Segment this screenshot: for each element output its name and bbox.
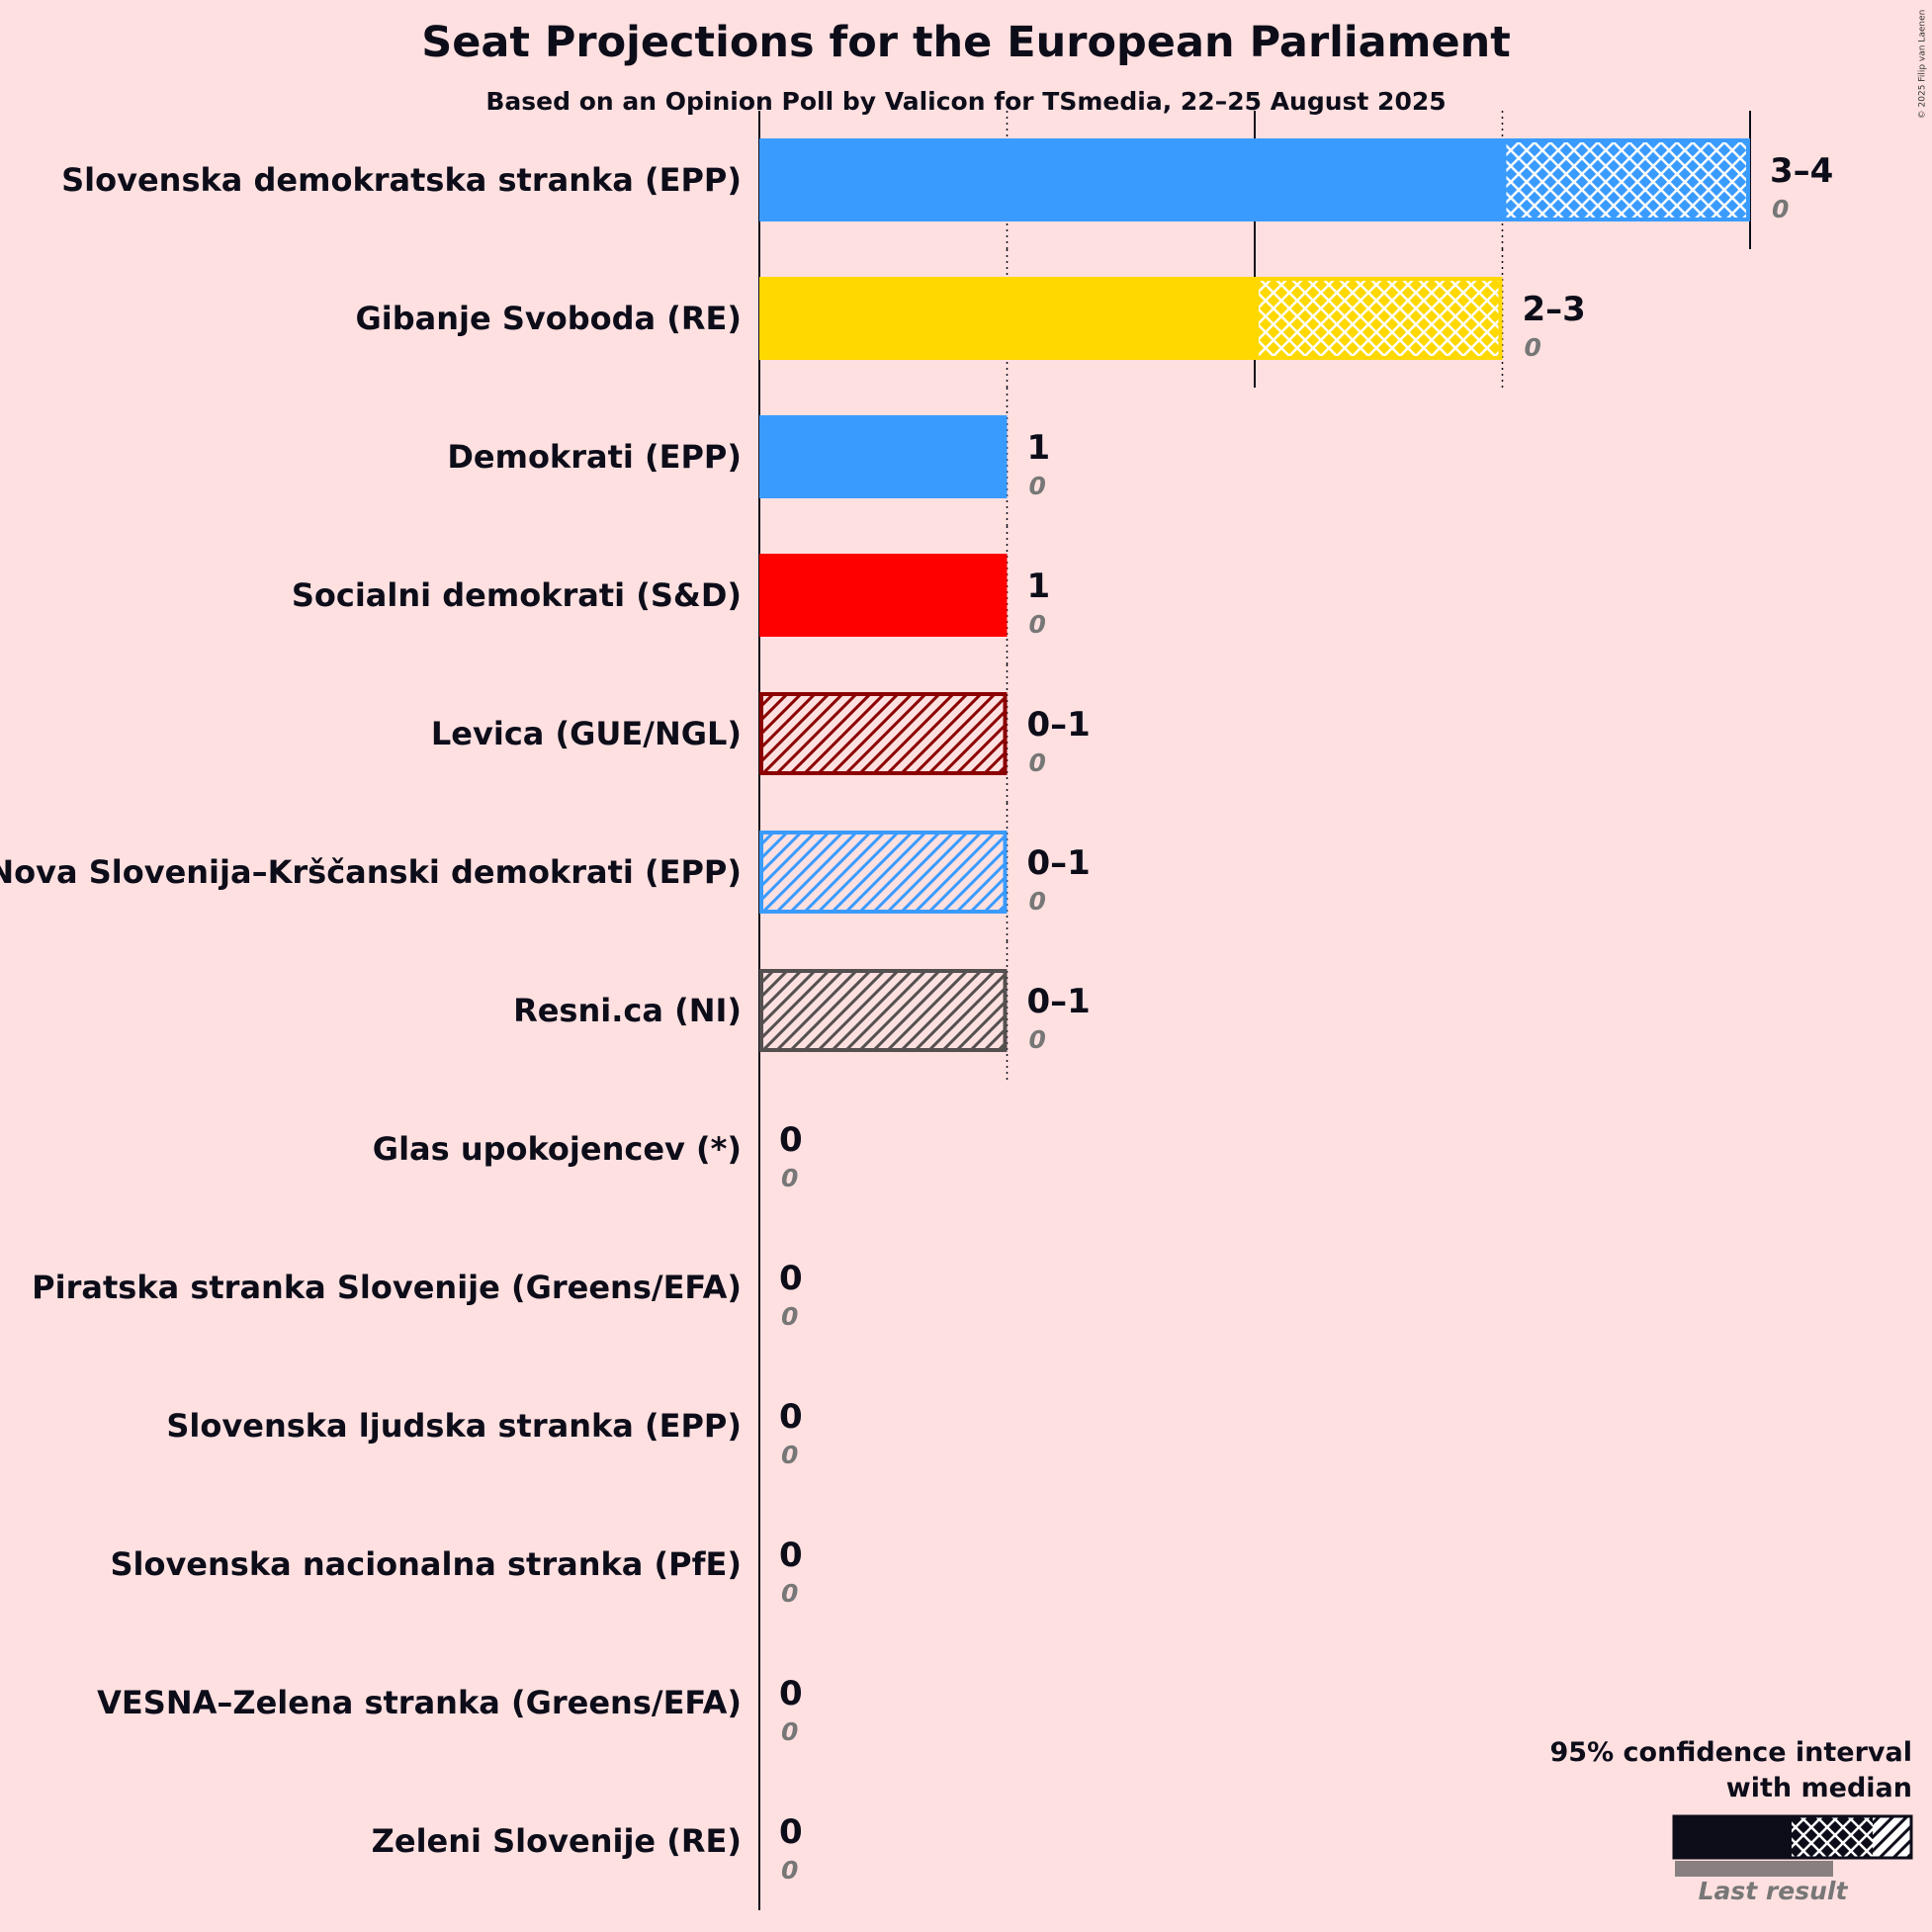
last-result-label: 0 — [781, 1579, 798, 1608]
last-result-label: 0 — [1772, 195, 1789, 223]
range-label: 0–1 — [1027, 982, 1091, 1021]
bar-solid — [759, 277, 1255, 360]
range-label: 2–3 — [1523, 290, 1586, 329]
chart-title: Seat Projections for the European Parlia… — [421, 18, 1511, 67]
range-label: 1 — [1027, 428, 1051, 468]
legend-title: 95% confidence interval with median — [1550, 1735, 1912, 1806]
bar-solid — [759, 554, 1008, 637]
last-result-label: 0 — [1029, 472, 1046, 500]
last-result-label: 0 — [781, 1856, 798, 1885]
party-label: Socialni demokrati (S&D) — [292, 576, 742, 614]
bar-solid — [759, 415, 1008, 498]
range-label: 0 — [779, 1397, 803, 1437]
legend-tail — [1873, 1815, 1912, 1859]
range-label: 0 — [779, 1812, 803, 1852]
labels-group: Slovenska demokratska stranka (EPP) 3–40G… — [0, 151, 1833, 1885]
range-label: 0 — [779, 1120, 803, 1160]
range-label: 1 — [1027, 567, 1051, 606]
last-result-label: 0 — [781, 1302, 798, 1331]
party-label: Gibanje Svoboda (RE) — [356, 300, 743, 337]
range-label: 0–1 — [1027, 705, 1091, 745]
legend-border — [1672, 1814, 1913, 1860]
last-result-label: 0 — [1029, 887, 1046, 916]
bar-interval-hatch — [1255, 277, 1503, 360]
bar-interval-hatch — [759, 692, 1008, 775]
party-label: Nova Slovenija–Krščanski demokrati (EPP) — [0, 853, 742, 891]
party-label: Glas upokojencev (*) — [373, 1130, 742, 1168]
chart-subtitle: Based on an Opinion Poll by Valicon for … — [485, 87, 1447, 116]
last-result-label: 0 — [781, 1441, 798, 1469]
party-label: Demokrati (EPP) — [447, 438, 742, 476]
bar-interval-border — [1255, 277, 1503, 360]
range-label: 0 — [779, 1674, 803, 1713]
legend-line-1: 95% confidence interval — [1549, 1737, 1912, 1768]
range-label: 3–4 — [1770, 151, 1833, 191]
last-result-label: 0 — [1525, 333, 1541, 362]
party-label: Slovenska demokratska stranka (EPP) — [61, 161, 742, 199]
range-label: 0–1 — [1027, 843, 1091, 883]
range-label: 0 — [779, 1259, 803, 1298]
bar-interval-border — [759, 969, 1008, 1052]
party-label: Zeleni Slovenije (RE) — [372, 1822, 742, 1860]
bar-solid — [759, 138, 1503, 221]
last-result-label: 0 — [1029, 748, 1046, 777]
legend-solid — [1673, 1815, 1792, 1859]
party-label: VESNA–Zelena stranka (Greens/EFA) — [97, 1684, 742, 1721]
last-result-label: 0 — [781, 1717, 798, 1746]
last-result-label: 0 — [781, 1164, 798, 1192]
legend-last-bar — [1675, 1861, 1833, 1877]
last-result-label: 0 — [1029, 610, 1046, 639]
last-result-label: 0 — [1029, 1025, 1046, 1054]
party-label: Resni.ca (NI) — [513, 992, 742, 1029]
party-label: Piratska stranka Slovenije (Greens/EFA) — [32, 1269, 742, 1306]
bar-interval-border — [1502, 138, 1750, 221]
bar-interval-border — [759, 692, 1008, 775]
legend-swatch — [1672, 1814, 1913, 1877]
range-label: 0 — [779, 1536, 803, 1575]
legend-line-2: with median — [1725, 1773, 1912, 1803]
party-label: Levica (GUE/NGL) — [431, 715, 742, 752]
bars-group — [759, 138, 1750, 1052]
legend-interval-hatch — [1792, 1815, 1873, 1859]
bar-interval-border — [759, 831, 1008, 914]
bar-interval-hatch — [1502, 138, 1750, 221]
bar-interval-hatch — [759, 969, 1008, 1052]
legend-last-result: Last result — [1698, 1877, 1848, 1905]
party-label: Slovenska ljudska stranka (EPP) — [166, 1407, 742, 1445]
bar-interval-hatch — [759, 831, 1008, 914]
party-label: Slovenska nacionalna stranka (PfE) — [110, 1545, 742, 1583]
